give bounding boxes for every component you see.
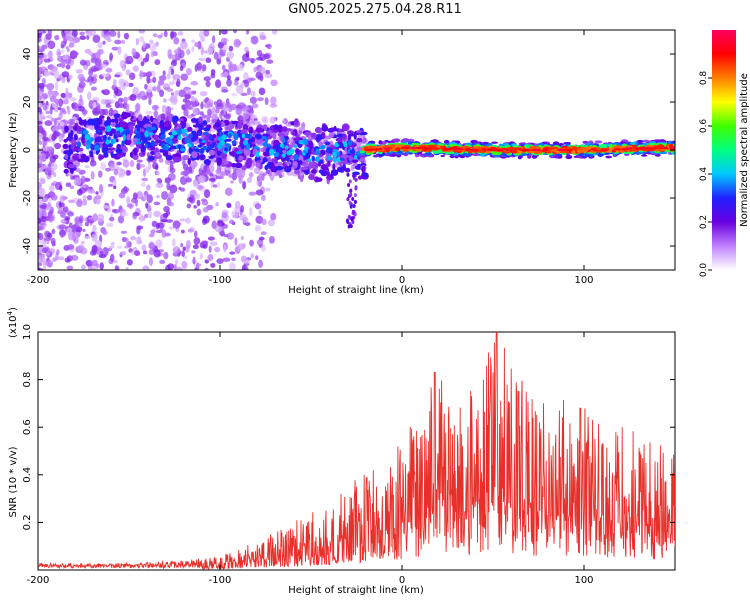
colorbar-tick-label: 0.4 xyxy=(699,167,709,182)
colorbar xyxy=(712,30,736,270)
top-x-tick-label: -200 xyxy=(27,275,50,286)
bottom-y-tick-label: 0.8 xyxy=(22,372,33,388)
top-x-tick-label: 100 xyxy=(574,275,593,286)
y-scale-factor: (x104) xyxy=(6,307,19,338)
bottom-x-tick-label: -100 xyxy=(209,575,232,586)
bottom-x-tick-label: 0 xyxy=(399,575,405,586)
colorbar-label: Normalized spectral amplitude xyxy=(739,73,750,227)
bottom-x-axis-label: Height of straight line (km) xyxy=(288,585,424,596)
snr-chart: -200 -100 0 100 0.2 0.4 0.6 0.8 1.0 Height of s… xyxy=(6,307,676,596)
chart-title: GN05.2025.275.04.28.R11 xyxy=(288,2,462,17)
bottom-y-tick-label: 0.4 xyxy=(22,467,33,483)
top-x-axis-label: Height of straight line (km) xyxy=(288,285,424,296)
colorbar-tick-label: 0.6 xyxy=(699,119,709,134)
top-x-tick-label: -100 xyxy=(209,275,232,286)
bottom-y-tick-label: 1.0 xyxy=(22,324,33,340)
bottom-x-tick-label: -200 xyxy=(27,575,50,586)
top-y-tick-label: 20 xyxy=(22,96,33,109)
colorbar-tick-label: 0.8 xyxy=(699,71,709,86)
bottom-y-tick-label: 0.6 xyxy=(22,419,33,435)
colorbar-tick-label: 0.0 xyxy=(699,263,709,278)
bottom-y-tick-label: 0.2 xyxy=(22,514,33,530)
spectrogram-intensity-layer xyxy=(38,30,675,270)
top-y-tick-label: 0 xyxy=(22,147,33,153)
top-y-tick-label: -20 xyxy=(22,190,33,206)
top-y-tick-label: -40 xyxy=(22,238,33,254)
bottom-x-tick-label: 100 xyxy=(574,575,593,586)
bottom-y-axis-label: SNR (10 * v/v) xyxy=(8,446,19,517)
snr-series-line xyxy=(38,332,675,570)
top-x-tick-label: 0 xyxy=(399,275,405,286)
top-y-tick-label: 40 xyxy=(22,48,33,61)
top-y-axis-label: Frequency (Hz) xyxy=(8,112,19,188)
colorbar-tick-label: 0.2 xyxy=(699,215,709,229)
